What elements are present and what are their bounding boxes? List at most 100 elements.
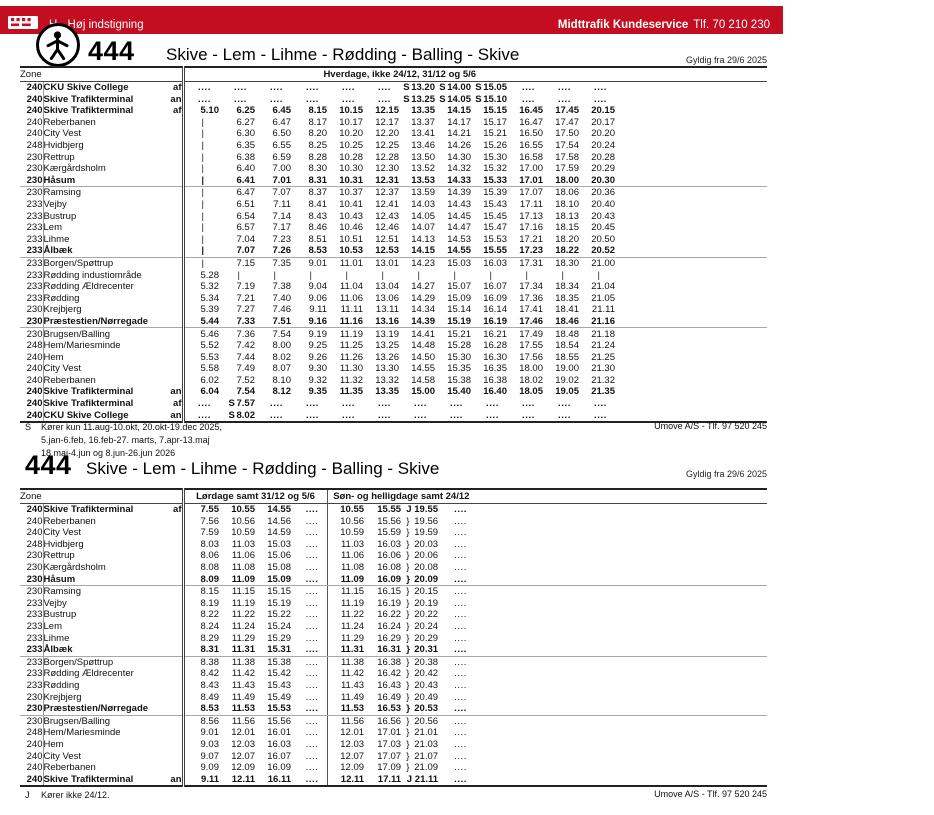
time-cell: 21.00 (591, 257, 615, 269)
stop-name-cell: Vejby (43, 597, 67, 609)
time-cell: 8.03 (200, 538, 220, 550)
time-cell: | (201, 151, 204, 163)
time-cell: 21.24 (591, 340, 615, 352)
zone-cell: 233 (20, 281, 44, 293)
filler (615, 340, 767, 352)
time-cell: 16.29 (377, 632, 402, 644)
zone-cell: 240 (20, 105, 44, 117)
zone-cell: 233 (20, 597, 44, 610)
time-cell: 16.01 (267, 727, 291, 739)
time-cell: | (489, 269, 492, 281)
time-cell: 19.02 (555, 374, 579, 386)
time-cell: .... (305, 527, 319, 539)
time-cell: .... (305, 691, 319, 703)
time-cell: 10.55 (326, 503, 365, 516)
stop-name-cell: Hvidbjerg (43, 140, 84, 152)
afan-cell (164, 703, 185, 716)
table-row: 233 Lihme | 7.04 7.23 8.51 10.51 12.51 14.13 14.5… (20, 233, 767, 246)
time-cell: 16.58 (519, 151, 543, 163)
time-cell: 13.53 (399, 174, 435, 188)
time-cell: 16.53 (364, 703, 402, 716)
time-cell: 10.37 (339, 187, 363, 199)
time-cell: 18.41 (555, 304, 579, 316)
filler (615, 328, 767, 340)
time-cell: .... (270, 82, 283, 94)
table-row: 233 Vejby 8.19 11.19 15.19.... 11.19 16.19} 20.… (20, 597, 767, 610)
time-cell: 11.22 (231, 609, 255, 621)
time-cell: 18.35 (555, 292, 579, 304)
time-cell: 7.07 (272, 187, 292, 199)
afan-cell (164, 656, 185, 669)
time-cell: 20.20 (591, 128, 615, 140)
time-cell: .... (522, 409, 535, 421)
afan-cell: an (164, 773, 185, 787)
time-cell: | (525, 269, 528, 281)
zone-cell: 248 (20, 727, 44, 739)
time-cell: 13.52 (411, 163, 435, 175)
time-cell: 15.35 (447, 363, 471, 375)
time-cell: .... (305, 679, 319, 691)
filler (615, 245, 767, 258)
table-row: 248 Hvidbjerg 8.03 11.03 15.03.... 11.03 16.03… (20, 538, 767, 551)
time-cell: 17.49 (519, 328, 543, 340)
time-cell: 9.03 (200, 738, 220, 750)
time-cell: 8.19 (200, 597, 220, 609)
afan-cell (164, 691, 185, 704)
stop-name-cell: Skive Trafikterminal (43, 398, 134, 410)
time-cell: 11.56 (326, 715, 365, 728)
time-cell: .... (414, 398, 427, 410)
time-cell: | (561, 269, 564, 281)
time-cell: } 20.24 (406, 620, 439, 632)
zone-cell: 230 (20, 573, 44, 587)
time-cell: .... (306, 93, 319, 105)
time-cell: 8.43 (308, 210, 328, 222)
time-cell: 14.48 (411, 340, 435, 352)
time-cell: | (309, 269, 312, 281)
time-cell: 18.10 (555, 198, 579, 210)
time-cell: } 20.42 (406, 668, 439, 680)
time-cell: 11.19 (339, 328, 363, 340)
stop-name-cell: Kærgårdsholm (43, 562, 106, 574)
timetable-weekend: Zone Lørdage samt 31/12 og 5/6 Søn- og hel… (20, 488, 767, 788)
time-cell: 7.26 (255, 245, 291, 258)
stop-name-cell: Reberbanen (43, 762, 96, 774)
day-type-header: Lørdage samt 31/12 og 5/6 (183, 489, 328, 504)
time-cell: .... (234, 82, 247, 94)
time-cell: | (597, 269, 600, 281)
time-cell: .... (522, 82, 535, 94)
time-cell: 8.53 (291, 245, 327, 258)
time-cell: 11.53 (326, 703, 365, 716)
time-cell: .... (522, 93, 535, 105)
time-cell: 8.08 (200, 562, 220, 574)
afan-cell (164, 281, 185, 293)
time-cell: | (201, 187, 204, 199)
time-cell: 14.05 (411, 210, 435, 222)
time-cell: 14.50 (411, 351, 435, 363)
stop-name-cell: Hem (43, 351, 64, 363)
time-cell: 15.15 (267, 586, 291, 598)
table-row: 230 Brugsen/Balling 8.56 11.56 15.56.... 11.5… (20, 715, 767, 728)
time-cell: .... (438, 573, 476, 587)
time-cell: 11.22 (326, 609, 365, 621)
time-cell: 6.41 (219, 174, 255, 188)
time-cell: .... (270, 93, 283, 105)
time-cell: 20.50 (591, 233, 615, 245)
time-cell: 10.55 (231, 504, 255, 516)
stop-name-cell: Lihme (43, 632, 70, 644)
zone-cell: 230 (20, 691, 44, 704)
time-cell: 21.05 (591, 292, 615, 304)
time-cell: 16.28 (483, 340, 507, 352)
customer-service-phone: Tlf. 70 210 230 (693, 19, 770, 31)
time-cell: 11.32 (339, 374, 363, 386)
filler (615, 94, 767, 106)
filler (475, 762, 767, 774)
filler (475, 680, 767, 692)
stop-name-cell: City Vest (43, 128, 82, 140)
table-row: 233 Vejby | 6.51 7.11 8.41 10.41 12.41 14.03 14.4… (20, 198, 767, 211)
time-cell: 15.30 (447, 351, 471, 363)
time-cell: 12.31 (363, 174, 399, 188)
filler (615, 211, 767, 223)
time-cell: 11.42 (231, 668, 255, 680)
time-cell: .... (522, 398, 535, 410)
time-cell: .... (305, 597, 319, 609)
